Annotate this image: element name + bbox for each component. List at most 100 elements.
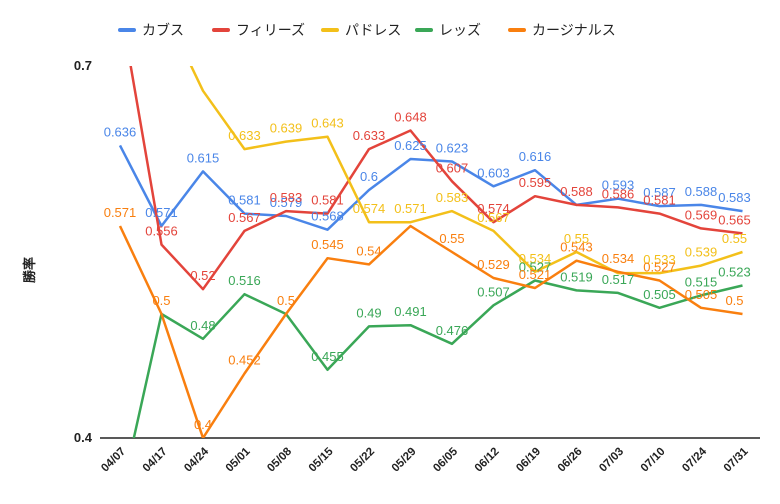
data-label: 0.565 [718, 212, 751, 227]
data-label: 0.623 [436, 141, 469, 156]
data-label: 0.583 [718, 190, 751, 205]
series-line [129, 66, 743, 291]
data-label: 0.643 [311, 116, 344, 131]
data-label: 0.567 [477, 210, 510, 225]
x-tick-label: 06/05 [431, 445, 460, 474]
legend-label: カブス [142, 22, 184, 38]
x-tick-label: 07/31 [722, 445, 751, 474]
data-label: 0.48 [190, 318, 215, 333]
data-label: 0.581 [311, 193, 344, 208]
data-label: 0.49 [356, 305, 381, 320]
data-label: 0.595 [519, 175, 552, 190]
legend-item[interactable]: レッズ [415, 22, 481, 38]
x-tick-label: 05/22 [348, 446, 377, 475]
data-label: 0.636 [104, 124, 137, 139]
data-label: 0.476 [436, 323, 469, 338]
data-label: 0.569 [685, 207, 718, 222]
data-label: 0.527 [643, 260, 676, 275]
data-label: 0.586 [602, 186, 635, 201]
y-axis-label: 勝率 [22, 257, 37, 283]
data-label: 0.583 [436, 190, 469, 205]
data-label: 0.523 [718, 265, 751, 280]
data-label: 0.527 [519, 260, 552, 275]
data-label: 0.529 [477, 257, 510, 272]
data-label: 0.543 [560, 240, 593, 255]
data-label: 0.567 [228, 210, 261, 225]
data-label: 0.54 [356, 243, 381, 258]
data-label: 0.593 [602, 178, 635, 193]
data-label: 0.581 [228, 193, 261, 208]
data-label: 0.5 [725, 293, 743, 308]
data-label: 0.55 [722, 231, 747, 246]
legend-label: パドレス [345, 22, 401, 38]
data-label: 0.52 [190, 268, 215, 283]
x-tick-label: 05/08 [265, 445, 294, 474]
data-label: 0.515 [685, 274, 718, 289]
data-label: 0.556 [145, 224, 178, 239]
data-label: 0.581 [643, 193, 676, 208]
data-label: 0.571 [104, 205, 137, 220]
legend-label: カージナルス [532, 22, 616, 38]
legend-item[interactable]: フィリーズ [212, 22, 305, 38]
data-label: 0.571 [145, 205, 178, 220]
data-label: 0.574 [353, 201, 386, 216]
data-label: 0.452 [228, 353, 261, 368]
x-tick-label: 07/10 [639, 446, 668, 475]
data-label: 0.517 [602, 272, 635, 287]
data-label: 0.574 [477, 201, 510, 216]
data-label: 0.516 [228, 273, 261, 288]
data-labels: 0.636 0.571 0.615 0.581 0.579 0.568 0.6 0.625 0.… [104, 110, 751, 433]
x-tick-label: 06/26 [556, 446, 585, 475]
legend-item[interactable]: カージナルス [508, 22, 616, 38]
x-tick-labels: 04/07 04/17 04/24 05/01 05/08 05/15 05/22 05/29… [99, 445, 751, 474]
x-tick-label: 06/12 [473, 446, 502, 475]
x-tick-label: 06/19 [514, 446, 543, 475]
legend-item[interactable]: カブス [118, 22, 184, 38]
data-label: 0.455 [311, 349, 344, 364]
x-tick-label: 04/24 [182, 445, 211, 474]
data-label: 0.607 [436, 160, 469, 175]
series-line [118, 224, 743, 438]
series-line [132, 279, 743, 438]
data-label: 0.633 [353, 128, 386, 143]
data-label: 0.539 [685, 245, 718, 260]
data-label: 0.533 [643, 252, 676, 267]
legend-label: レッズ [439, 22, 481, 38]
data-label: 0.583 [270, 190, 303, 205]
series-lines [118, 66, 743, 438]
x-tick-label: 07/03 [597, 446, 626, 475]
data-label: 0.568 [311, 209, 344, 224]
data-label: 0.579 [270, 195, 303, 210]
x-tick-label: 05/01 [224, 445, 253, 474]
data-label: 0.5 [277, 293, 295, 308]
data-label: 0.615 [187, 150, 220, 165]
data-label: 0.588 [685, 184, 718, 199]
data-label: 0.571 [394, 201, 427, 216]
x-tick-label: 05/15 [307, 445, 336, 474]
data-label: 0.545 [311, 237, 344, 252]
data-label: 0.519 [560, 269, 593, 284]
data-label: 0.616 [519, 149, 552, 164]
y-tick-label-bottom: 0.4 [74, 430, 93, 445]
series-line [189, 66, 743, 275]
legend-item[interactable]: パドレス [321, 22, 401, 38]
legend-label: フィリーズ [236, 22, 305, 38]
data-label: 0.534 [602, 251, 635, 266]
data-label: 0.4 [194, 417, 212, 432]
data-label: 0.5 [152, 293, 170, 308]
data-label: 0.534 [519, 251, 552, 266]
data-label: 0.507 [477, 284, 510, 299]
x-tick-label: 07/24 [680, 445, 709, 474]
x-tick-label: 04/07 [99, 446, 128, 475]
data-label: 0.633 [228, 128, 261, 143]
data-label: 0.521 [519, 267, 552, 282]
legend: カブス フィリーズ パドレス レッズ カージナルス [118, 22, 616, 38]
data-label: 0.588 [560, 184, 593, 199]
data-label: 0.491 [394, 304, 427, 319]
data-label: 0.648 [394, 110, 427, 125]
data-label: 0.587 [643, 185, 676, 200]
data-label: 0.55 [439, 231, 464, 246]
axes: 勝率 0.7 0.4 [22, 58, 760, 445]
data-label: 0.603 [477, 165, 510, 180]
